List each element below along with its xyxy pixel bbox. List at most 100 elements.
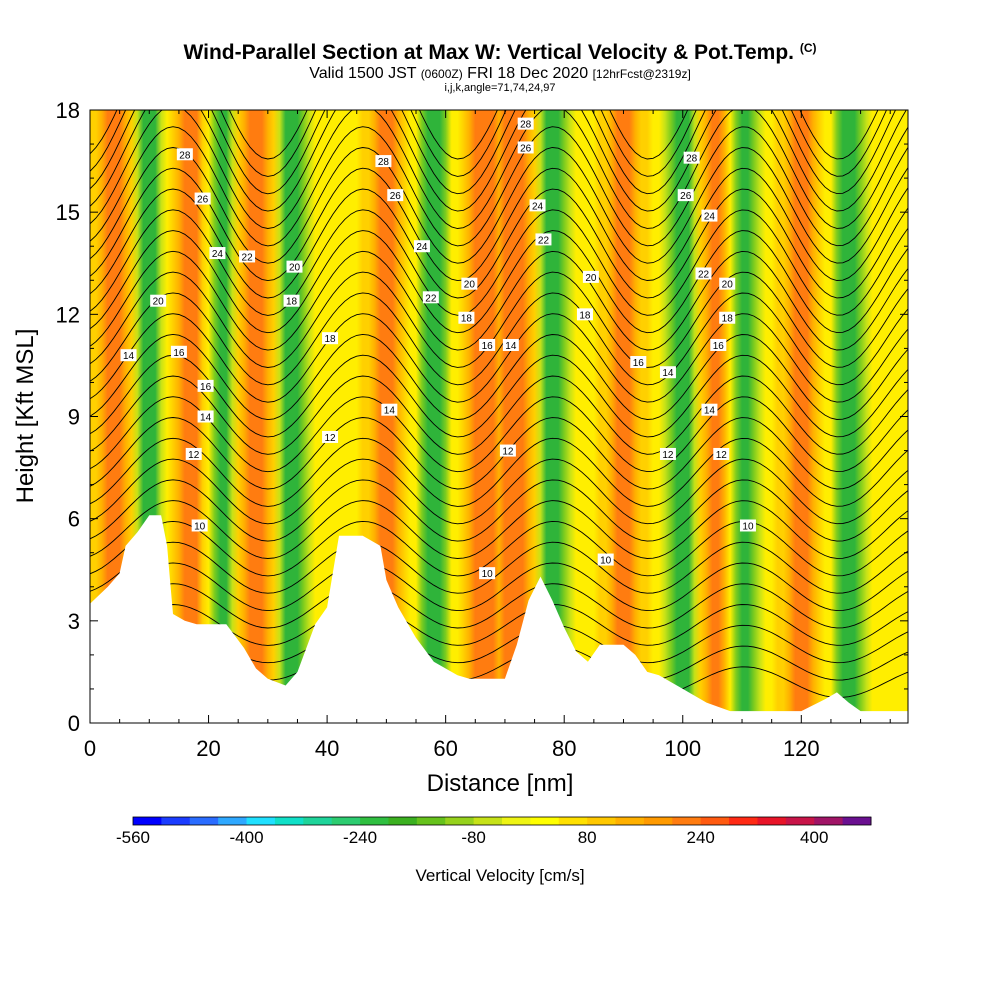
theta-contour: [90, 188, 908, 299]
contour-label-box: [150, 294, 167, 307]
x-tick-label: 80: [552, 736, 576, 761]
colorbar-tick-label: 80: [578, 828, 597, 847]
forecast-info: [12hrFcst@2319z]: [592, 67, 691, 81]
colorbar-swatch: [729, 817, 758, 825]
contour-label-box: [197, 410, 214, 423]
contour-label-box: [458, 311, 475, 324]
y-tick-label: 15: [56, 200, 80, 225]
contour-label: 22: [538, 235, 550, 246]
colorbar-swatch: [757, 817, 787, 825]
theta-contour: [90, 375, 908, 455]
contour-label: 18: [722, 314, 734, 325]
colorbar-swatch: [218, 817, 248, 825]
contour-label: 26: [390, 191, 402, 202]
contour-label: 18: [461, 314, 473, 325]
colorbar-label: Vertical Velocity [cm/s]: [415, 866, 584, 885]
contour-label-box: [185, 447, 202, 460]
contour-label-box: [375, 155, 392, 168]
contour-label-box: [701, 403, 718, 416]
contour-label: 16: [633, 358, 645, 369]
contour-label: 20: [722, 280, 734, 291]
contour-label-box: [597, 553, 614, 566]
theta-contour: [90, 437, 908, 507]
contour-label-box: [713, 447, 730, 460]
valid-time: Valid 1500 JST: [309, 65, 421, 82]
colorbar-swatch: [672, 817, 702, 825]
colorbar-swatch: [246, 817, 276, 825]
contour-label-box: [176, 148, 193, 161]
colorbar-tick-label: -80: [461, 828, 486, 847]
y-axis-label: Height [Kft MSL]: [12, 329, 39, 504]
contour-label: 24: [416, 242, 428, 253]
contour-label-box: [739, 519, 756, 532]
contour-label-box: [677, 189, 694, 202]
y-tick-label: 18: [56, 98, 80, 123]
grid-indices: i,j,k,angle=71,74,24,97: [444, 82, 556, 94]
vertical-velocity-field: [90, 110, 908, 723]
theta-contour: [90, 271, 908, 368]
colorbar-swatch: [161, 817, 191, 825]
contour-label: 14: [123, 351, 135, 362]
contour-label: 16: [482, 341, 494, 352]
x-tick-label: 100: [664, 736, 701, 761]
chart-subtitle: Valid 1500 JST (0600Z) FRI 18 Dec 2020 […: [0, 65, 1000, 83]
contour-label: 24: [704, 212, 716, 223]
contour-label-box: [479, 338, 496, 351]
theta-contour: [90, 333, 908, 421]
contour-label: 28: [378, 157, 390, 168]
colorbar-frame: [132, 816, 872, 826]
colorbar-tick-label: -400: [230, 828, 264, 847]
contour-label-box: [461, 277, 478, 290]
chart-title: Wind-Parallel Section at Max W: Vertical…: [0, 36, 1000, 65]
colorbar-swatch: [785, 817, 815, 825]
theta-contour: [90, 126, 908, 247]
contour-label-box: [529, 199, 546, 212]
theta-contour: [90, 209, 908, 316]
contour-label-box: [695, 267, 712, 280]
contour-label: 20: [153, 297, 165, 308]
colorbar-tick-label: 400: [800, 828, 828, 847]
contour-label: 10: [482, 569, 494, 580]
contour-label: 16: [173, 348, 185, 359]
colorbar-swatch: [842, 817, 872, 825]
colorbar-swatch: [814, 817, 844, 825]
x-axis-label: Distance [nm]: [427, 770, 574, 797]
contour-label-box: [283, 294, 300, 307]
theta-contour: [90, 167, 908, 282]
colorbar-swatch: [133, 817, 162, 825]
contour-label: 22: [242, 252, 254, 263]
contour-labels: 28 26 24 22 20 20 18 18 16 16 14 14 14 12 12 10 28 26 24 22…: [120, 117, 756, 580]
theta-contour: [90, 354, 908, 438]
x-tick-label: 20: [196, 736, 220, 761]
contour-label-box: [659, 447, 676, 460]
contour-label: 12: [188, 450, 200, 461]
contour-label: 10: [194, 521, 206, 532]
contour-label-box: [387, 189, 404, 202]
contour-label: 20: [464, 280, 476, 291]
x-tick-label: 40: [315, 736, 339, 761]
colorbar-swatch: [615, 817, 645, 825]
contour-label-box: [719, 311, 736, 324]
theta-contour: [90, 458, 908, 525]
contour-label: 10: [600, 556, 612, 567]
theta-contour: [90, 110, 887, 177]
contour-label-box: [381, 403, 398, 416]
contour-label-box: [535, 233, 552, 246]
colorbar-swatch: [643, 817, 673, 825]
y-tick-label: 12: [56, 302, 80, 327]
contour-label-box: [576, 308, 593, 321]
contour-label-box: [322, 430, 339, 443]
contour-label-box: [517, 117, 534, 130]
contour-label: 12: [662, 450, 674, 461]
copyright-mark: (C): [799, 41, 817, 55]
contour-label: 10: [742, 521, 754, 532]
theta-contour: [90, 562, 908, 612]
title-block: Wind-Parallel Section at Max W: Vertical…: [0, 36, 1000, 94]
colorbar: -560 -400 -240 -80 80 240 400: [116, 816, 872, 847]
theta-contour: [90, 583, 908, 629]
contour-label: 28: [686, 154, 698, 165]
contour-label-box: [630, 356, 647, 369]
colorbar-swatch: [587, 817, 617, 825]
x-tick-label: 120: [783, 736, 820, 761]
